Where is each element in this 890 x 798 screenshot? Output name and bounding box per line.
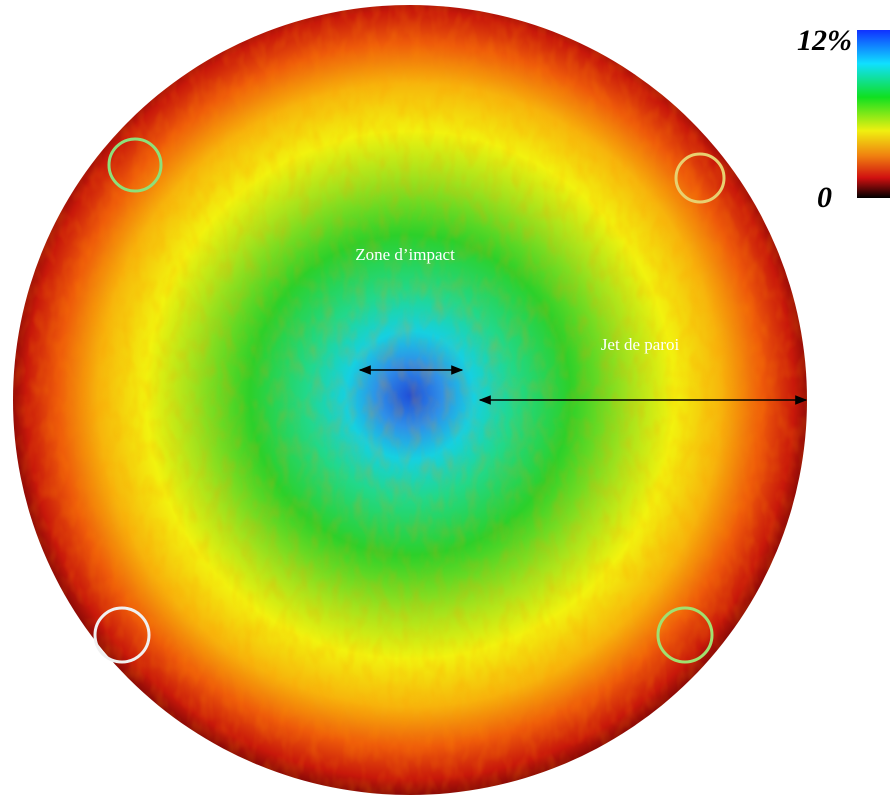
ring [107,137,163,193]
heat-map [13,5,807,795]
ring [674,152,726,204]
ring [656,606,714,664]
annotation: Zone d’impact [355,245,455,264]
colorbar [857,30,890,198]
colorbar-label: 12% [797,24,852,57]
colorbar-label: 0 [817,181,832,214]
speckle [13,5,807,795]
ring [93,606,151,664]
annotation: Jet de paroi [601,335,680,354]
